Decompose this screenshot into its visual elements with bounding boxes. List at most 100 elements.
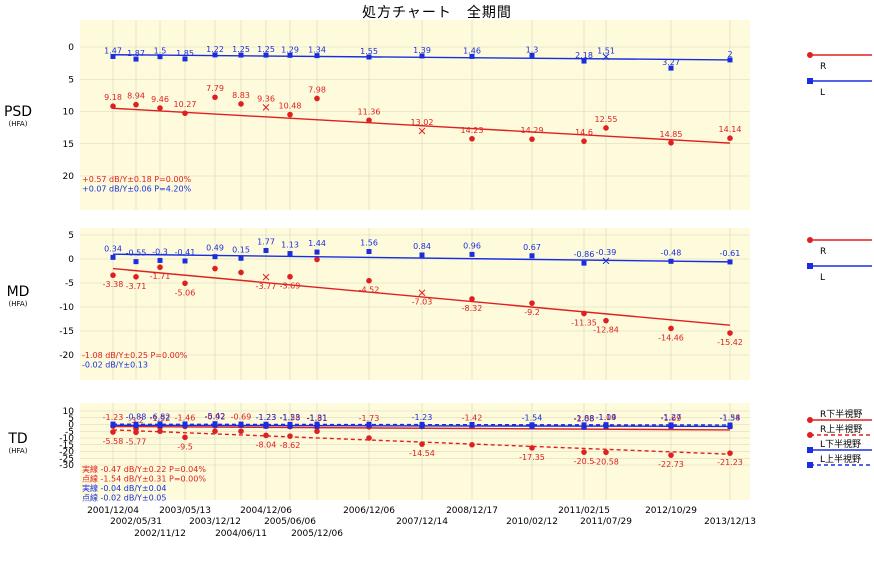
legend-label: L bbox=[820, 88, 825, 98]
md-point bbox=[263, 248, 269, 254]
md-value-label: -4.52 bbox=[359, 286, 380, 295]
legend-marker bbox=[807, 237, 813, 243]
x-date-label: 2004/06/11 bbox=[215, 529, 267, 539]
td-stat: 実線 -0.47 dB/Y±0.22 P=0.04% bbox=[82, 464, 206, 474]
td-value-label: -1.88 bbox=[574, 414, 595, 423]
chart-title: 処方チャート 全期間 bbox=[362, 5, 512, 21]
md-value-label: 1.77 bbox=[257, 238, 275, 247]
x-date-label: 2011/02/15 bbox=[558, 506, 610, 516]
md-point bbox=[529, 253, 535, 259]
md-point bbox=[581, 260, 587, 266]
psd-point bbox=[182, 56, 188, 62]
x-date-label: 2004/12/06 bbox=[240, 506, 292, 516]
md-y-tick: -10 bbox=[59, 303, 74, 313]
legend-marker bbox=[807, 462, 813, 468]
psd-point bbox=[366, 54, 372, 60]
td-value-label: -1.54 bbox=[522, 414, 543, 423]
psd-value-label: 14.29 bbox=[521, 126, 544, 135]
md-point bbox=[469, 251, 475, 257]
td-value-label: -1.27 bbox=[661, 413, 682, 422]
td-value-label: -2.08 bbox=[574, 414, 595, 423]
md-value-label: -1.71 bbox=[150, 272, 171, 281]
td-value-label: -3.2 bbox=[128, 416, 144, 425]
legend-marker bbox=[807, 447, 813, 453]
td-point bbox=[603, 449, 609, 456]
psd-point bbox=[727, 57, 733, 63]
md-value-label: -11.35 bbox=[571, 318, 597, 327]
md-stat: -0.02 dB/Y±0.13 bbox=[82, 361, 148, 370]
psd-point bbox=[668, 65, 674, 71]
td-y-tick: -10 bbox=[59, 434, 74, 444]
psd-value-label: 14.23 bbox=[461, 126, 484, 135]
x-date-label: 2003/05/13 bbox=[159, 506, 211, 516]
psd-point bbox=[287, 52, 293, 58]
psd-value-label: 9.18 bbox=[104, 93, 122, 102]
md-point bbox=[529, 300, 535, 306]
psd-point bbox=[238, 101, 244, 107]
md-value-label: -9.2 bbox=[524, 308, 540, 317]
md-point bbox=[133, 274, 139, 280]
x-date-label: 2010/02/12 bbox=[506, 517, 558, 527]
psd-value-label: 9.36 bbox=[257, 94, 275, 103]
x-date-label: 2012/10/29 bbox=[645, 506, 697, 516]
td-panel-sublabel: (HFA) bbox=[9, 447, 28, 455]
md-value-label: -14.46 bbox=[658, 333, 684, 342]
psd-y-tick: 20 bbox=[63, 172, 75, 182]
md-point bbox=[238, 255, 244, 261]
psd-value-label: 1.25 bbox=[257, 45, 275, 54]
psd-value-label: 1.39 bbox=[413, 46, 431, 55]
md-value-label: -7.03 bbox=[412, 298, 433, 307]
md-point bbox=[182, 280, 188, 287]
td-point bbox=[366, 435, 372, 441]
md-point bbox=[418, 289, 426, 297]
psd-point bbox=[263, 52, 269, 58]
md-point bbox=[238, 269, 244, 276]
md-y-tick: -5 bbox=[65, 279, 74, 289]
td-value-label: -14.54 bbox=[409, 449, 435, 458]
md-point bbox=[287, 251, 293, 257]
md-y-tick: 5 bbox=[68, 231, 74, 241]
psd-point bbox=[581, 138, 587, 144]
td-value-label: -1.19 bbox=[596, 413, 617, 422]
td-point bbox=[157, 428, 163, 435]
psd-point bbox=[212, 94, 218, 101]
md-point bbox=[366, 277, 372, 284]
psd-value-label: 1.34 bbox=[308, 46, 326, 55]
td-point bbox=[212, 428, 218, 435]
td-value-label: -1.81 bbox=[307, 414, 328, 423]
td-value-label: -1.54 bbox=[720, 414, 741, 423]
x-date-label: 2005/12/06 bbox=[291, 529, 343, 539]
psd-point bbox=[418, 127, 426, 135]
psd-point bbox=[110, 53, 116, 59]
psd-value-label: 11.36 bbox=[358, 107, 381, 116]
td-point bbox=[110, 421, 116, 427]
psd-value-label: 1.85 bbox=[176, 49, 194, 58]
td-point bbox=[581, 422, 587, 428]
td-y-tick: -5 bbox=[65, 427, 74, 437]
psd-point bbox=[157, 105, 163, 111]
md-point bbox=[668, 258, 674, 264]
td-point bbox=[157, 421, 163, 427]
td-value-label: -0.88 bbox=[126, 413, 147, 422]
td-value-label: -1.38 bbox=[720, 413, 741, 422]
psd-value-label: 10.48 bbox=[279, 102, 302, 111]
td-value-label: -1.46 bbox=[175, 413, 196, 422]
psd-point-stroke bbox=[418, 127, 426, 135]
legend-marker bbox=[807, 417, 813, 423]
td-point bbox=[529, 445, 535, 451]
md-point bbox=[110, 272, 116, 279]
x-date-label: 2006/12/06 bbox=[343, 506, 395, 516]
psd-point bbox=[182, 110, 188, 117]
psd-value-label: 1.55 bbox=[360, 47, 378, 56]
td-value-label: -22.73 bbox=[658, 460, 684, 469]
td-point bbox=[469, 422, 475, 427]
md-value-label: -3.38 bbox=[103, 280, 124, 289]
psd-value-label: 8.83 bbox=[232, 91, 250, 100]
md-plot-area bbox=[80, 228, 750, 380]
md-value-label: -12.84 bbox=[593, 326, 619, 335]
md-point bbox=[157, 257, 163, 263]
legend-marker bbox=[807, 432, 813, 438]
td-point bbox=[287, 421, 293, 427]
md-value-label: -15.42 bbox=[717, 338, 743, 347]
td-y-tick: -20 bbox=[59, 448, 74, 458]
